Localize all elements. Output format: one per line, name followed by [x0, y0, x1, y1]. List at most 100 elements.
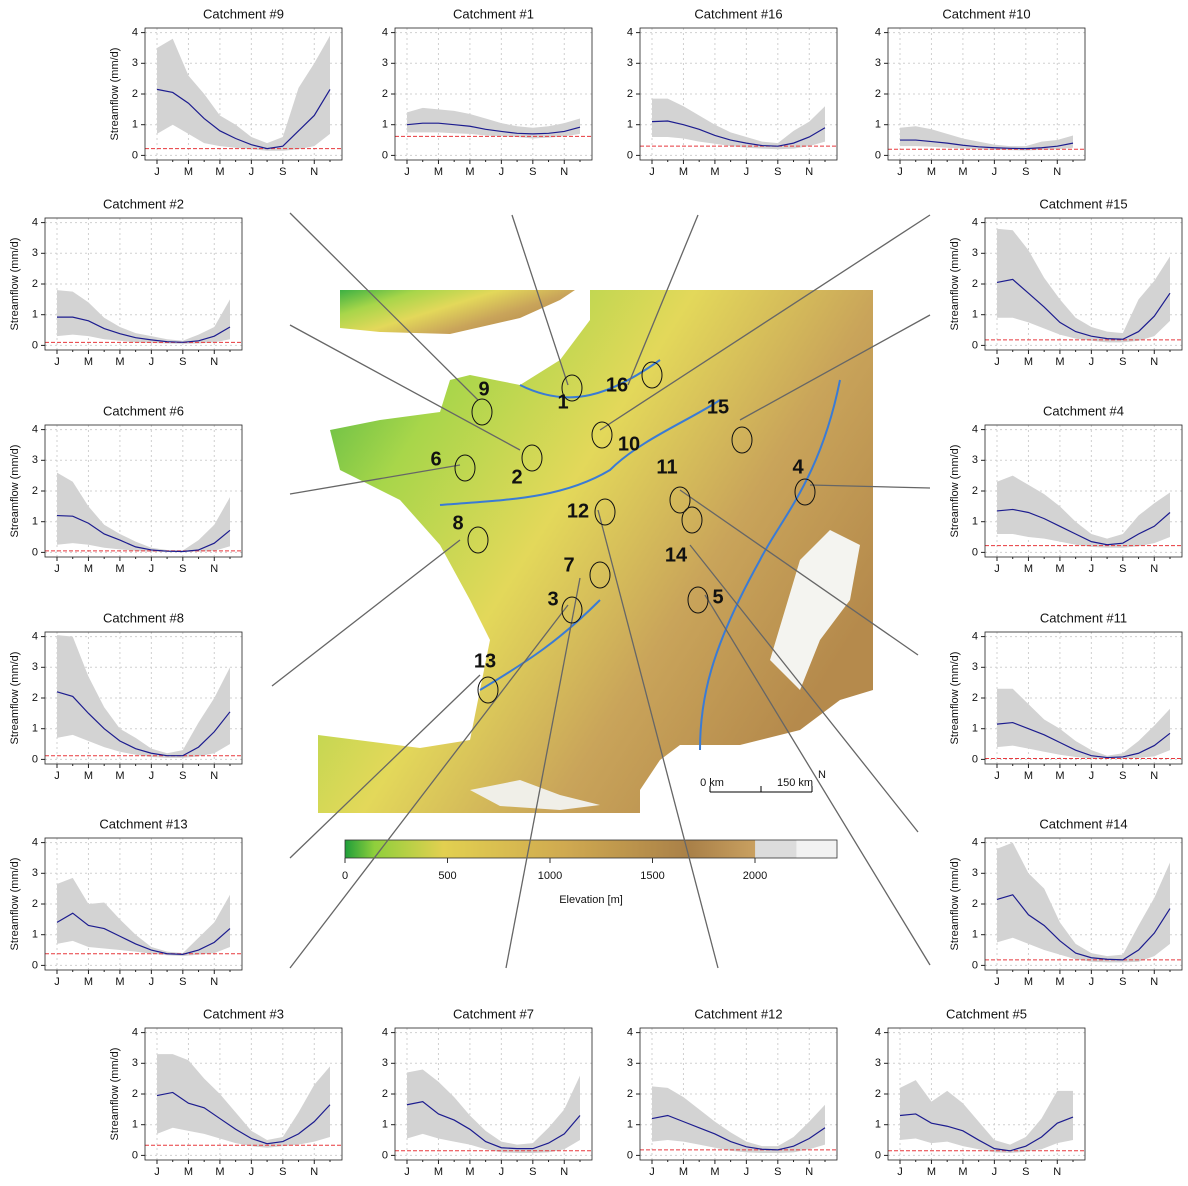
chart: 01234JMMJSNCatchment #12	[627, 1006, 837, 1177]
chart-title: Catchment #1	[453, 6, 534, 21]
y-tick-label: 4	[382, 1027, 388, 1039]
x-tick-label: N	[560, 166, 568, 178]
y-tick-label: 3	[972, 247, 978, 259]
y-tick-label: 0	[972, 753, 978, 765]
x-tick-label: M	[84, 976, 93, 988]
colorbar-tick-label: 1000	[538, 870, 562, 882]
y-tick-label: 3	[32, 454, 38, 466]
x-tick-label: J	[897, 166, 903, 178]
y-tick-label: 1	[972, 723, 978, 735]
x-tick-label: M	[1055, 563, 1064, 575]
x-tick-label: N	[1150, 563, 1158, 575]
colorbar-tick-label: 1500	[640, 870, 664, 882]
catchment-label: 9	[478, 378, 489, 400]
y-tick-label: 3	[875, 1057, 881, 1069]
y-tick-label: 1	[32, 516, 38, 528]
y-axis-label: Streamflow (mm/d)	[949, 652, 961, 745]
x-tick-label: S	[1119, 976, 1126, 988]
y-tick-label: 4	[32, 424, 38, 436]
x-tick-label: N	[1150, 356, 1158, 368]
x-tick-label: M	[184, 166, 193, 178]
x-tick-label: J	[994, 356, 1000, 368]
y-tick-label: 2	[32, 485, 38, 497]
y-axis-label: Streamflow (mm/d)	[9, 445, 21, 538]
x-tick-label: N	[210, 770, 218, 782]
y-tick-label: 2	[972, 278, 978, 290]
x-tick-label: S	[774, 1166, 781, 1178]
catchment-label: 14	[665, 544, 688, 566]
y-tick-label: 0	[875, 1149, 881, 1161]
chart-title: Catchment #5	[946, 1006, 1027, 1021]
y-tick-label: 1	[32, 929, 38, 941]
y-tick-label: 2	[132, 88, 138, 100]
catchment-label: 4	[792, 456, 804, 478]
y-tick-label: 2	[32, 898, 38, 910]
chart: 01234JMMJSNCatchment #4Streamflow (mm/d)	[949, 403, 1182, 574]
x-tick-label: N	[210, 356, 218, 368]
x-tick-label: S	[774, 166, 781, 178]
y-tick-label: 0	[32, 546, 38, 558]
catchment-label: 10	[618, 433, 640, 455]
y-tick-label: 0	[132, 149, 138, 161]
x-tick-label: M	[84, 356, 93, 368]
y-tick-label: 4	[382, 27, 388, 39]
x-tick-label: J	[744, 1166, 750, 1178]
x-tick-label: J	[897, 1166, 903, 1178]
catchment-label: 6	[430, 448, 441, 470]
y-tick-label: 4	[972, 217, 978, 229]
y-tick-label: 1	[32, 723, 38, 735]
y-tick-label: 0	[382, 1149, 388, 1161]
x-tick-label: J	[54, 563, 60, 575]
x-tick-label: S	[1119, 356, 1126, 368]
figure: 0 km 150 km N Elevation [m] 911610268131…	[0, 0, 1188, 1181]
chart-title: Catchment #3	[203, 1006, 284, 1021]
x-tick-label: S	[179, 356, 186, 368]
x-tick-label: M	[1024, 770, 1033, 782]
y-tick-label: 2	[32, 278, 38, 290]
y-tick-label: 2	[627, 88, 633, 100]
x-tick-label: N	[210, 976, 218, 988]
chart-title: Catchment #16	[694, 6, 782, 21]
chart-title: Catchment #12	[694, 1006, 782, 1021]
x-tick-label: S	[179, 770, 186, 782]
y-tick-label: 0	[132, 1149, 138, 1161]
y-axis-label: Streamflow (mm/d)	[109, 48, 121, 141]
chart: 01234JMMJSNCatchment #10	[875, 6, 1085, 177]
colorbar-tick-label: 2000	[743, 870, 767, 882]
chart: 01234JMMJSNCatchment #3Streamflow (mm/d)	[109, 1006, 342, 1177]
catchment-label: 7	[563, 554, 574, 576]
x-tick-label: M	[115, 770, 124, 782]
x-tick-label: J	[404, 166, 410, 178]
x-tick-label: N	[210, 563, 218, 575]
chart: 01234JMMJSNCatchment #2Streamflow (mm/d)	[9, 196, 242, 367]
x-tick-label: J	[992, 166, 998, 178]
y-tick-label: 2	[875, 88, 881, 100]
x-tick-label: M	[115, 356, 124, 368]
x-tick-label: J	[1089, 770, 1095, 782]
y-axis-label: Streamflow (mm/d)	[949, 238, 961, 331]
y-tick-label: 0	[972, 959, 978, 971]
x-tick-label: J	[994, 770, 1000, 782]
y-tick-label: 4	[972, 424, 978, 436]
y-tick-label: 4	[972, 631, 978, 643]
x-tick-label: M	[1024, 976, 1033, 988]
x-tick-label: M	[184, 1166, 193, 1178]
y-tick-label: 3	[132, 1057, 138, 1069]
y-tick-label: 0	[875, 149, 881, 161]
y-tick-label: 2	[132, 1088, 138, 1100]
x-tick-label: M	[465, 166, 474, 178]
y-tick-label: 1	[32, 309, 38, 321]
x-tick-label: J	[154, 166, 160, 178]
catchment-label: 13	[474, 650, 496, 672]
x-tick-label: M	[1024, 356, 1033, 368]
x-tick-label: N	[805, 1166, 813, 1178]
y-axis-label: Streamflow (mm/d)	[9, 238, 21, 331]
colorbar	[345, 840, 837, 858]
x-tick-label: M	[84, 770, 93, 782]
x-tick-label: J	[54, 356, 60, 368]
catchment-label: 16	[606, 374, 628, 396]
map: 0 km 150 km N Elevation [m]	[318, 290, 873, 906]
x-tick-label: S	[179, 976, 186, 988]
x-tick-label: N	[310, 1166, 318, 1178]
